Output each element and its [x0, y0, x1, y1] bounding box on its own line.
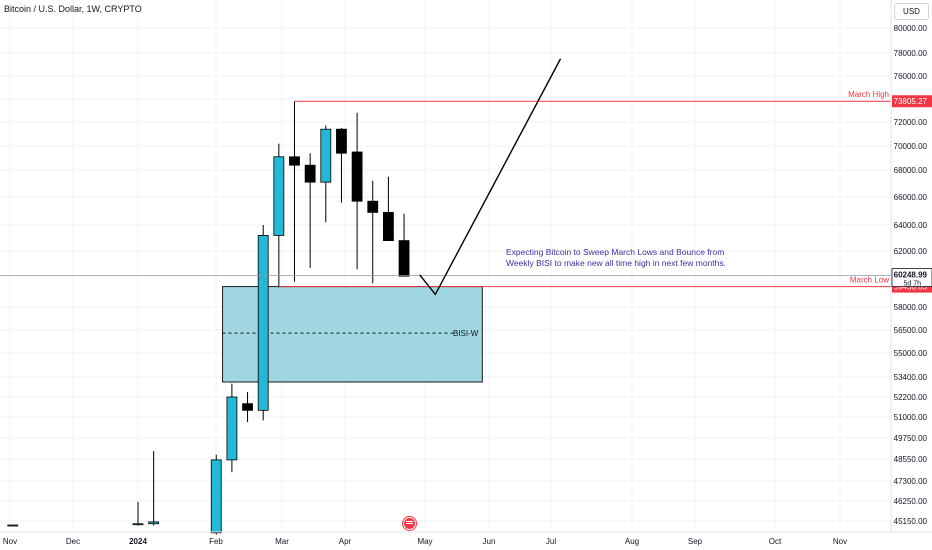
y-tick-label: 48550.00 — [894, 455, 928, 464]
x-tick-label: Sep — [688, 537, 703, 546]
level-label: March High — [848, 90, 889, 99]
y-tick-label: 46250.00 — [894, 497, 928, 506]
candle-bull — [148, 521, 160, 525]
x-tick-label: Apr — [339, 537, 352, 546]
y-tick-label: 55000.00 — [894, 349, 928, 358]
candle-bear — [398, 240, 410, 277]
projection-layer — [419, 58, 562, 296]
candle-bear — [289, 156, 300, 166]
current-price-tag — [891, 268, 932, 287]
x-tick-label: Nov — [833, 537, 847, 546]
x-tick-label: Dec — [66, 537, 80, 546]
y-tick-label: 78000.00 — [894, 49, 928, 58]
currency-button[interactable]: USD — [894, 3, 929, 20]
x-tick-label: Mar — [275, 537, 289, 546]
x-tick-label: Feb — [209, 537, 223, 546]
candle-bull — [7, 524, 19, 527]
projection-path — [419, 58, 562, 296]
annotation-line-1: Expecting Bitcoin to Sweep March Lows an… — [506, 247, 724, 257]
y-tick-label: 51000.00 — [894, 413, 928, 422]
x-tick-label: Jun — [483, 537, 496, 546]
annotation-layer: Expecting Bitcoin to Sweep March Lows an… — [506, 247, 726, 268]
y-tick-label: 80000.00 — [894, 24, 928, 33]
level-label: March Low — [850, 276, 889, 285]
y-tick-label: 58000.00 — [894, 303, 928, 312]
level-price-label: 59458.63 — [894, 283, 928, 292]
x-tick-label: Oct — [769, 537, 782, 546]
candles-layer — [7, 101, 410, 535]
y-tick-label: 47300.00 — [894, 477, 928, 486]
levels-layer: March High March Low — [0, 90, 891, 288]
price-axis-bg[interactable] — [891, 0, 932, 532]
y-tick-label: 45150.00 — [894, 517, 928, 526]
candle-bull — [257, 234, 269, 411]
candle-bear — [367, 200, 379, 213]
y-tick-label: 70000.00 — [894, 142, 928, 151]
x-tick-label: May — [417, 537, 432, 546]
x-tick-label: Nov — [3, 537, 17, 546]
candle-bull — [132, 523, 144, 526]
candle-bear — [351, 151, 363, 202]
candle-bull — [226, 396, 238, 461]
candle-bull — [320, 128, 332, 183]
y-tick-label: 72000.00 — [894, 118, 928, 127]
y-tick-label: 64000.00 — [894, 221, 928, 230]
bisi-zone-label: BISI-W — [453, 329, 479, 338]
y-tick-label: 76000.00 — [894, 72, 928, 81]
y-tick-label: 53400.00 — [894, 373, 928, 382]
current-price-label: 60248.99 — [894, 271, 928, 280]
candle-bull — [210, 459, 222, 534]
annotation-line-2: Weekly BISI to make new all time high in… — [506, 258, 726, 268]
y-tick-label: 49750.00 — [894, 434, 928, 443]
x-tick-label: 2024 — [129, 537, 147, 546]
countdown-label: 5d 7h — [903, 281, 921, 288]
y-tick-label: 68000.00 — [894, 166, 928, 175]
x-tick-label: Jul — [546, 537, 556, 546]
y-tick-label: 66000.00 — [894, 193, 928, 202]
candle-bear — [304, 164, 316, 183]
candle-bear — [242, 403, 253, 411]
symbol-title[interactable]: Bitcoin / U.S. Dollar, 1W, CRYPTO — [4, 4, 142, 14]
candle-bear — [336, 128, 347, 154]
us-flag-event-icon[interactable] — [403, 517, 416, 530]
candle-bear — [382, 211, 394, 241]
chart-grid — [0, 0, 891, 532]
y-tick-label: 52200.00 — [894, 393, 928, 402]
y-tick-label: 62000.00 — [894, 247, 928, 256]
y-tick-label: 56500.00 — [894, 326, 928, 335]
level-price-label: 73805.27 — [894, 97, 928, 106]
candle-bull — [273, 156, 285, 236]
level-price-tag — [892, 95, 932, 108]
x-tick-label: Aug — [625, 537, 639, 546]
time-axis: Nov Dec 2024 Feb Mar Apr May Jun Jul Aug Sep Oct Nov — [3, 537, 847, 546]
